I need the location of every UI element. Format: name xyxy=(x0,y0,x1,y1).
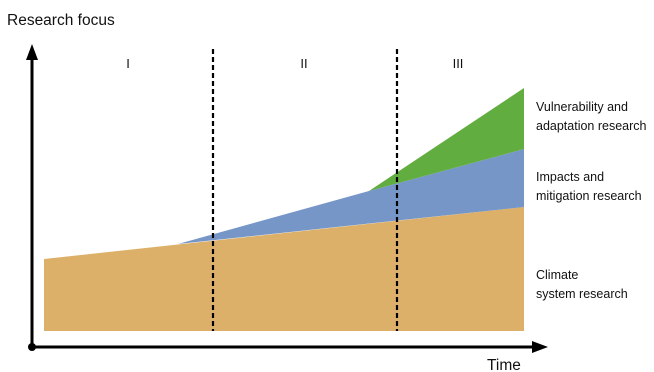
climate-system-research-area xyxy=(44,207,524,331)
phase-label-1: I xyxy=(126,56,130,71)
axis-origin-dot xyxy=(28,343,36,351)
phase-label-2: II xyxy=(300,56,307,71)
climate-label-line1: Climate xyxy=(536,268,578,282)
vulnerability-label-line1: Vulnerability and xyxy=(536,100,628,114)
impacts-label-line1: Impacts and xyxy=(536,170,604,184)
y-axis-arrowhead xyxy=(26,44,38,60)
climate-label-line2: system research xyxy=(536,287,628,301)
phase-label-3: III xyxy=(453,56,464,71)
y-axis-label: Research focus xyxy=(7,12,115,29)
x-axis-label: Time xyxy=(487,357,521,372)
x-axis-arrowhead xyxy=(532,341,548,353)
vulnerability-label-line2: adaptation research xyxy=(536,119,647,133)
impacts-mitigation-research-area xyxy=(178,149,524,244)
impacts-label-line2: mitigation research xyxy=(536,189,642,203)
vulnerability-adaptation-research-area xyxy=(369,88,524,191)
